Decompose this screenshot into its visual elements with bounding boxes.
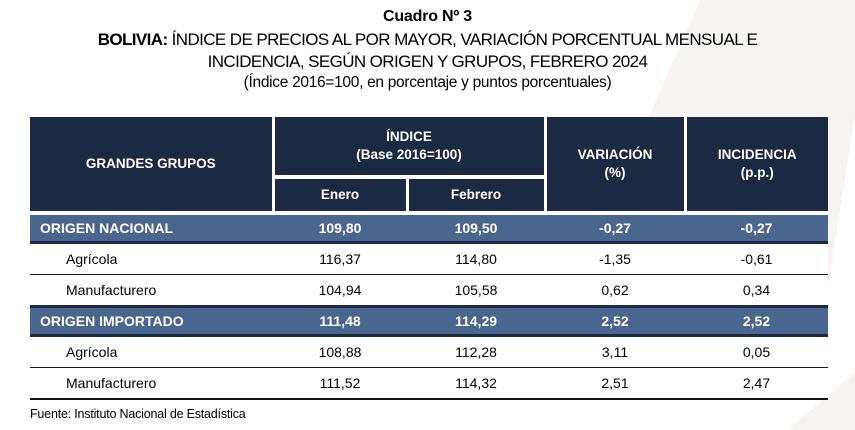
table-header: GRANDES GRUPOS ÍNDICE (Base 2016=100) VA…	[30, 117, 828, 215]
table-row-importado-manufacturero: Manufacturero 111,52 114,32 2,51 2,47	[30, 367, 828, 400]
cell-febrero: 109,50	[407, 211, 545, 244]
cell-variacion: -1,35	[545, 242, 685, 275]
row-label: Manufacturero	[30, 274, 273, 307]
table-row-importado-agricola: Agrícola 108,88 112,28 3,11 0,05	[30, 335, 828, 368]
cell-variacion: 0,62	[545, 274, 685, 307]
title-line2-text: INCIDENCIA, SEGÚN ORIGEN Y GRUPOS, FEBRE…	[207, 52, 648, 71]
col-header-indice: ÍNDICE (Base 2016=100)	[271, 117, 547, 179]
table-row-nacional-agricola: Agrícola 116,37 114,80 -1,35 -0,61	[30, 242, 828, 275]
indice-subtitle: (Base 2016=100)	[356, 147, 462, 162]
cell-variacion: 2,51	[545, 367, 685, 400]
cell-enero: 111,52	[273, 367, 407, 400]
table-container: GRANDES GRUPOS ÍNDICE (Base 2016=100) VA…	[30, 117, 828, 421]
row-label: Agrícola	[30, 242, 273, 275]
cell-febrero: 105,58	[407, 274, 545, 307]
cell-incidencia: 0,34	[685, 274, 828, 307]
col-header-incidencia: INCIDENCIA (p.p.)	[683, 117, 828, 215]
title-country-label: BOLIVIA:	[97, 30, 168, 49]
cell-febrero: 114,29	[407, 305, 545, 337]
cell-febrero: 114,32	[407, 367, 545, 400]
cell-febrero: 114,80	[407, 242, 545, 275]
cell-enero: 111,48	[273, 305, 407, 337]
table-row-origen-importado: ORIGEN IMPORTADO 111,48 114,29 2,52 2,52	[30, 305, 828, 337]
table-row-nacional-manufacturero: Manufacturero 104,94 105,58 0,62 0,34	[30, 274, 828, 307]
cell-incidencia: 0,05	[685, 335, 828, 368]
table-row-origen-nacional: ORIGEN NACIONAL 109,80 109,50 -0,27 -0,2…	[30, 211, 828, 244]
cell-enero: 109,80	[273, 211, 407, 244]
cell-variacion: 2,52	[545, 305, 685, 337]
incidencia-title: INCIDENCIA	[717, 146, 797, 162]
row-label: Manufacturero	[30, 367, 273, 400]
col-header-enero: Enero	[271, 175, 409, 215]
cell-variacion: 3,11	[545, 335, 685, 368]
indice-title: ÍNDICE	[386, 128, 432, 144]
incidencia-subtitle: (p.p.)	[740, 165, 774, 180]
table-number-title: Cuadro Nº 3	[383, 8, 472, 25]
row-label: ORIGEN IMPORTADO	[30, 305, 273, 337]
variacion-subtitle: (%)	[604, 165, 626, 180]
page-title: BOLIVIA: ÍNDICE DE PRECIOS AL POR MAYOR,…	[0, 29, 855, 73]
cell-incidencia: 2,47	[685, 367, 828, 400]
row-label: ORIGEN NACIONAL	[30, 211, 273, 244]
cell-incidencia: -0,27	[685, 211, 828, 244]
table-body: ORIGEN NACIONAL 109,80 109,50 -0,27 -0,2…	[30, 211, 828, 400]
col-header-grandes-grupos: GRANDES GRUPOS	[30, 117, 275, 215]
cell-enero: 108,88	[273, 335, 407, 368]
source-note: Fuente: Instituto Nacional de Estadístic…	[30, 407, 246, 421]
col-header-variacion: VARIACIÓN (%)	[543, 117, 687, 215]
cell-incidencia: 2,52	[685, 305, 828, 337]
variacion-title: VARIACIÓN	[577, 146, 653, 162]
title-block: Cuadro Nº 3 BOLIVIA: ÍNDICE DE PRECIOS A…	[0, 8, 855, 92]
title-subtitle: (Índice 2016=100, en porcentaje y puntos…	[243, 74, 612, 91]
data-table: GRANDES GRUPOS ÍNDICE (Base 2016=100) VA…	[30, 117, 828, 400]
cell-febrero: 112,28	[407, 335, 545, 368]
title-line1-text: ÍNDICE DE PRECIOS AL POR MAYOR, VARIACIÓ…	[167, 30, 758, 49]
cell-enero: 104,94	[273, 274, 407, 307]
row-label: Agrícola	[30, 335, 273, 368]
watermark-corner-shape	[788, 372, 855, 430]
cell-enero: 116,37	[273, 242, 407, 275]
col-header-febrero: Febrero	[405, 175, 547, 215]
cell-variacion: -0,27	[545, 211, 685, 244]
cell-incidencia: -0,61	[685, 242, 828, 275]
